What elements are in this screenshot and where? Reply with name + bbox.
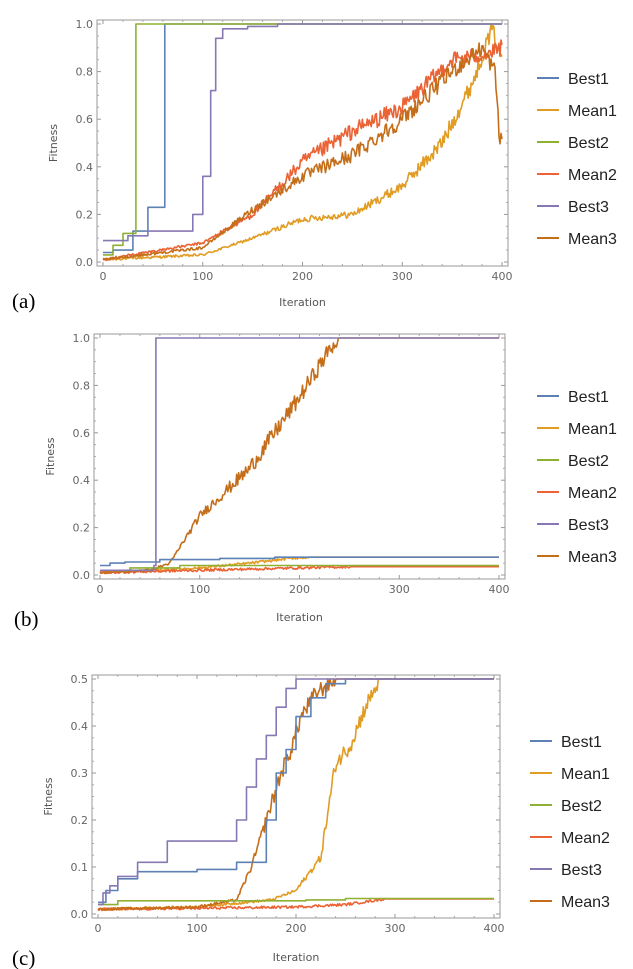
x-axis-title: Iteration xyxy=(279,296,326,309)
y-tick-label: 0.3 xyxy=(71,767,89,780)
legend-label-mean3: Mean3 xyxy=(561,894,610,911)
legend-label-mean3: Mean3 xyxy=(568,549,617,566)
x-tick-label: 300 xyxy=(389,583,410,596)
legend-label-best1: Best1 xyxy=(561,734,602,751)
series-line-best3 xyxy=(103,23,502,242)
x-tick-label: 100 xyxy=(192,270,213,283)
y-tick-label: 0.2 xyxy=(73,522,91,535)
legend-label-mean1: Mean1 xyxy=(561,766,610,783)
y-tick-label: 0.5 xyxy=(71,673,89,686)
y-tick-label: 0.6 xyxy=(76,113,94,126)
y-tick-label: 0.0 xyxy=(71,908,89,921)
legend: Best1 Mean1 Best2 Mean2 Best3 Mean3 xyxy=(537,389,617,566)
legend-label-best2: Best2 xyxy=(561,798,602,815)
y-tick-label: 0.0 xyxy=(73,569,91,582)
y-tick-label: 0.0 xyxy=(76,256,94,269)
legend-label-mean2: Mean2 xyxy=(561,830,610,847)
series-line-mean3 xyxy=(97,678,494,912)
legend-label-best2: Best2 xyxy=(568,135,609,152)
legend-label-mean2: Mean2 xyxy=(568,167,617,184)
chart-panel-1: 0 100 200 300 400 0.0 0.2 0.4 0.6 0.8 1.0 Iteration… xyxy=(12,18,617,313)
legend: Best1 Mean1 Best2 Mean2 Best3 Mean3 xyxy=(530,734,610,911)
legend-label-best3: Best3 xyxy=(561,862,602,879)
legend-label-mean3: Mean3 xyxy=(568,231,617,248)
legend-label-best2: Best2 xyxy=(568,453,609,470)
x-tick-label: 0 xyxy=(95,922,102,935)
y-axis-title: Fitness xyxy=(42,777,55,815)
x-tick-label: 200 xyxy=(286,922,307,935)
x-axis-title: Iteration xyxy=(273,951,320,964)
y-tick-label: 0.4 xyxy=(73,474,91,487)
y-tick-label: 0.2 xyxy=(71,814,89,827)
y-axis-title: Fitness xyxy=(44,437,57,475)
y-tick-label: 0.4 xyxy=(76,161,94,174)
legend-label-best3: Best3 xyxy=(568,517,609,534)
chart-panel-3: 0 100 200 300 400 0.0 0.1 0.2 0.3 0.4 0.5 Iteration… xyxy=(12,673,610,969)
x-tick-label: 400 xyxy=(492,270,513,283)
y-tick-label: 0.8 xyxy=(76,66,94,79)
panel-label: (c) xyxy=(12,946,35,969)
legend-label-best1: Best1 xyxy=(568,389,609,406)
x-tick-label: 200 xyxy=(292,270,313,283)
y-tick-label: 1.0 xyxy=(76,18,94,31)
plot-frame xyxy=(91,674,501,919)
panel-label: (b) xyxy=(14,607,39,631)
legend-label-best3: Best3 xyxy=(568,199,609,216)
series-line-best2 xyxy=(98,897,494,906)
legend-label-mean1: Mean1 xyxy=(568,421,617,438)
y-tick-label: 0.6 xyxy=(73,427,91,440)
series-line-mean2 xyxy=(99,564,499,575)
legend-label-mean1: Mean1 xyxy=(568,103,617,120)
x-tick-label: 400 xyxy=(489,583,510,596)
legend-label-best1: Best1 xyxy=(568,71,609,88)
series-line-best2 xyxy=(103,23,502,256)
y-tick-label: 0.4 xyxy=(71,720,89,733)
x-tick-label: 300 xyxy=(392,270,413,283)
series-line-mean1 xyxy=(97,678,494,912)
legend-label-mean2: Mean2 xyxy=(568,485,617,502)
y-axis-title: Fitness xyxy=(47,124,60,162)
y-tick-label: 0.1 xyxy=(71,861,89,874)
series-line-best1 xyxy=(98,678,494,904)
series-line-best3 xyxy=(100,337,499,572)
x-tick-label: 200 xyxy=(289,583,310,596)
series-line-best3 xyxy=(98,678,494,906)
x-tick-label: 300 xyxy=(385,922,406,935)
x-tick-label: 100 xyxy=(189,583,210,596)
plot-frame xyxy=(96,19,509,267)
x-tick-label: 0 xyxy=(97,583,104,596)
series-line-mean3 xyxy=(103,42,503,261)
x-tick-label: 0 xyxy=(100,270,107,283)
x-tick-label: 100 xyxy=(187,922,208,935)
panel-label: (a) xyxy=(12,289,35,313)
legend: Best1 Mean1 Best2 Mean2 Best3 Mean3 xyxy=(537,71,617,248)
x-axis-title: Iteration xyxy=(276,611,323,624)
x-tick-label: 400 xyxy=(484,922,505,935)
series-line-best1 xyxy=(100,556,499,567)
y-tick-label: 1.0 xyxy=(73,332,91,345)
y-tick-label: 0.8 xyxy=(73,379,91,392)
y-tick-label: 0.2 xyxy=(76,208,94,221)
series-line-mean2 xyxy=(102,39,503,262)
series-line-mean1 xyxy=(102,23,503,261)
series-line-mean3 xyxy=(99,337,499,575)
chart-panel-2: 0 100 200 300 400 0.0 0.2 0.4 0.6 0.8 1.0 Iteration… xyxy=(14,332,617,631)
